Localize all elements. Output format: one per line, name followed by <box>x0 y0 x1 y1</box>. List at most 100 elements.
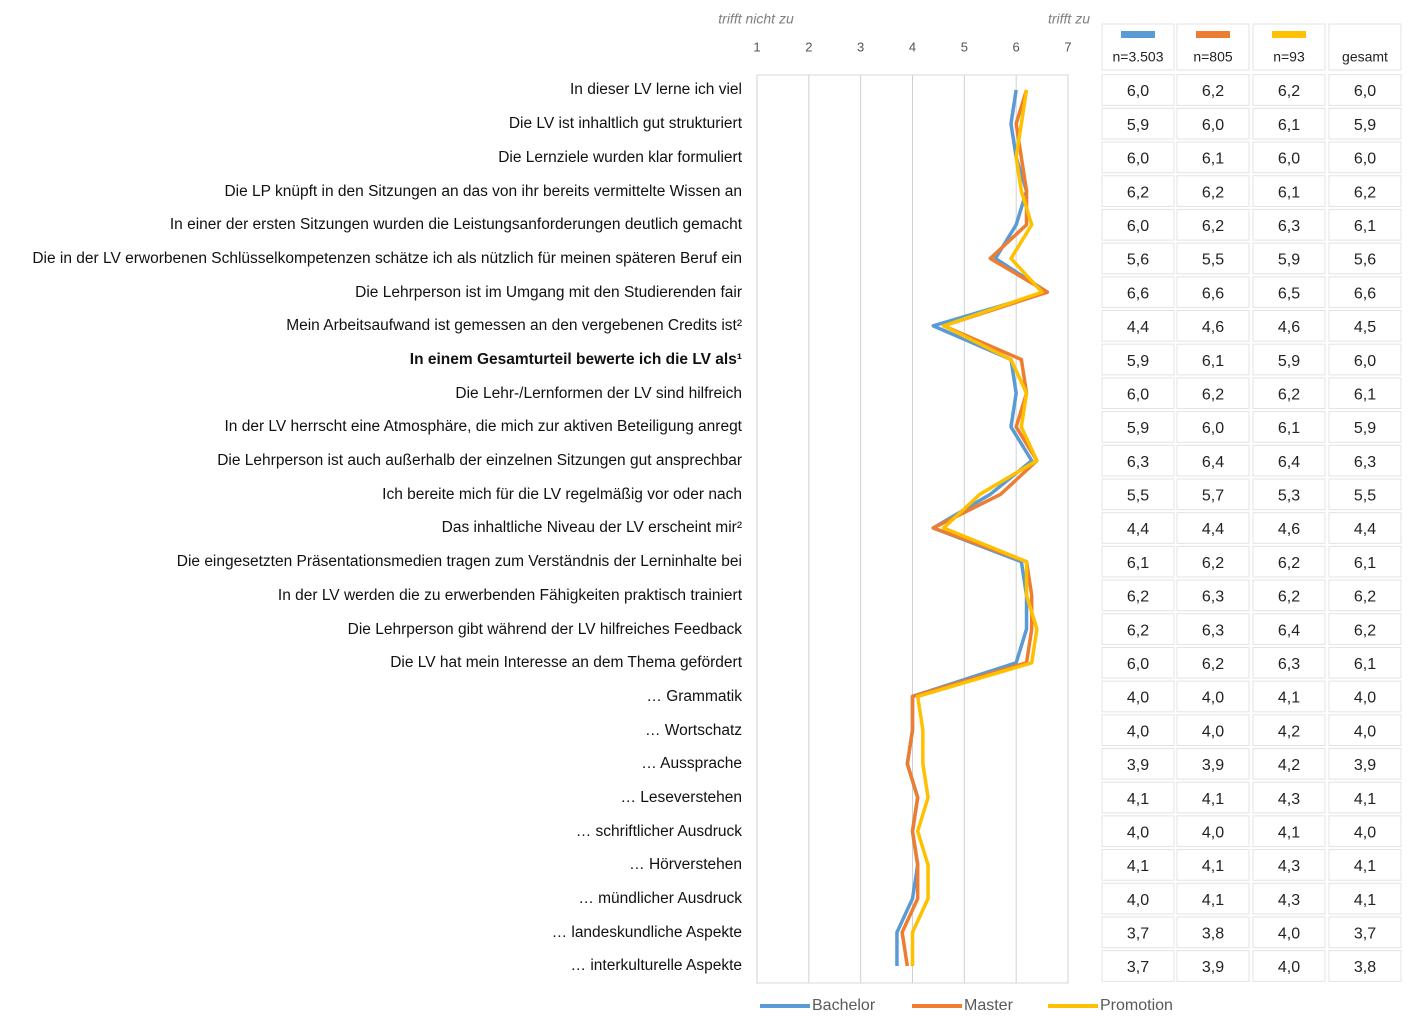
table-cell <box>1101 411 1175 443</box>
table-cell <box>1101 579 1175 612</box>
category-label: In einer der ersten Sitzungen wurden die… <box>169 216 742 234</box>
category-label: In einem Gesamturteil bewerte ich die LV… <box>409 351 742 369</box>
table-cell <box>1328 916 1402 949</box>
table-cell <box>1328 646 1402 679</box>
category-label: Ich bereite mich für die LV regelmäßig v… <box>382 485 742 503</box>
table-cell <box>1176 882 1250 915</box>
table-cell <box>1176 646 1250 679</box>
x-tick-label: 5 <box>961 39 968 54</box>
table-value: 6,2 <box>1278 555 1300 572</box>
table-value: 6,5 <box>1278 285 1300 302</box>
x-tick-label: 7 <box>1064 39 1071 54</box>
table-cell <box>1101 175 1175 207</box>
table-value: 4,5 <box>1354 319 1376 336</box>
table-cell <box>1101 141 1175 174</box>
table-value: 3,9 <box>1202 959 1224 976</box>
category-label: Die Lehrperson ist auch außerhalb der ei… <box>217 452 742 470</box>
table-value: 4,1 <box>1278 690 1300 707</box>
table-cell <box>1176 579 1250 612</box>
legend-swatch <box>1121 31 1155 38</box>
table-value: 4,1 <box>1127 858 1149 875</box>
table-value: 5,5 <box>1354 488 1376 505</box>
table-cell <box>1252 411 1326 443</box>
series-line <box>900 89 1050 967</box>
category-label: … Grammatik <box>646 687 742 705</box>
table-cell <box>1101 377 1175 410</box>
table-cell <box>1328 377 1402 410</box>
table-value: 4,0 <box>1354 824 1376 841</box>
table-cell <box>1252 478 1326 511</box>
table-value: 4,1 <box>1202 858 1224 875</box>
table-value: 4,4 <box>1202 521 1224 538</box>
table-value: 5,6 <box>1127 252 1149 269</box>
table-cell <box>1101 916 1175 949</box>
table-cell <box>1252 343 1326 376</box>
table-cell <box>1101 680 1175 713</box>
table-cell <box>1101 781 1175 814</box>
table-cell <box>1252 748 1326 780</box>
table-value: 6,0 <box>1354 353 1376 370</box>
table-cell <box>1101 444 1175 477</box>
table-cell <box>1176 411 1250 443</box>
table-value: 6,1 <box>1202 151 1224 168</box>
table-value: 6,3 <box>1127 454 1149 471</box>
table-cell <box>1101 512 1175 544</box>
table-cell <box>1252 141 1326 174</box>
table-value: 6,1 <box>1354 386 1376 403</box>
table-cell <box>1176 242 1250 275</box>
table-value: 5,9 <box>1278 252 1300 269</box>
table-cell <box>1101 310 1175 342</box>
table-cell <box>1101 74 1175 106</box>
table-value: 4,0 <box>1354 690 1376 707</box>
category-label: … Wortschatz <box>644 721 742 739</box>
table-cell <box>1328 545 1402 578</box>
table-value: 6,0 <box>1354 83 1376 100</box>
annotation: trifft nicht zu <box>718 11 794 27</box>
table-value: 6,0 <box>1127 218 1149 235</box>
table-cell <box>1328 242 1402 275</box>
table-value: 4,0 <box>1278 926 1300 943</box>
table-value: 4,0 <box>1354 723 1376 740</box>
table-value: 6,1 <box>1278 184 1300 201</box>
table-value: 5,5 <box>1127 488 1149 505</box>
table-cell <box>1176 74 1250 106</box>
category-label: Die LP knüpft in den Sitzungen an das vo… <box>224 182 742 200</box>
table-value: 3,8 <box>1202 926 1224 943</box>
table-cell <box>1252 646 1326 679</box>
table-value: 4,6 <box>1278 521 1300 538</box>
table-value: 6,0 <box>1202 420 1224 437</box>
category-label: … Hörverstehen <box>629 856 742 874</box>
x-tick-label: 1 <box>753 39 760 54</box>
table-cell <box>1252 74 1326 106</box>
table-value: 4,0 <box>1202 824 1224 841</box>
table-value: 4,0 <box>1202 690 1224 707</box>
table-cell <box>1328 208 1402 241</box>
table-value: 5,9 <box>1354 420 1376 437</box>
table-cell <box>1252 208 1326 241</box>
category-label: … schriftlicher Ausdruck <box>575 822 742 840</box>
table-cell <box>1176 815 1250 848</box>
table-cell <box>1252 377 1326 410</box>
table-value: 4,2 <box>1278 757 1300 774</box>
table-value: 4,3 <box>1278 791 1300 808</box>
table-value: 6,2 <box>1127 184 1149 201</box>
category-label: … mündlicher Ausdruck <box>578 890 742 908</box>
table-value: 4,1 <box>1354 791 1376 808</box>
table-value: 6,0 <box>1127 386 1149 403</box>
table-cell <box>1252 276 1326 308</box>
table-value: 6,1 <box>1354 656 1376 673</box>
legend-label: Master <box>964 997 1014 1014</box>
column-header: gesamt <box>1342 49 1388 65</box>
table-cell <box>1328 478 1402 511</box>
table-cell <box>1101 748 1175 780</box>
table-cell <box>1328 950 1402 982</box>
table-value: 6,0 <box>1127 656 1149 673</box>
table-value: 3,7 <box>1127 926 1149 943</box>
table-cell <box>1328 107 1402 140</box>
table-cell <box>1328 74 1402 106</box>
table-value: 6,2 <box>1354 184 1376 201</box>
table-cell <box>1252 107 1326 140</box>
table-cell <box>1328 781 1402 814</box>
table-value: 5,3 <box>1278 488 1300 505</box>
table-cell <box>1176 343 1250 376</box>
